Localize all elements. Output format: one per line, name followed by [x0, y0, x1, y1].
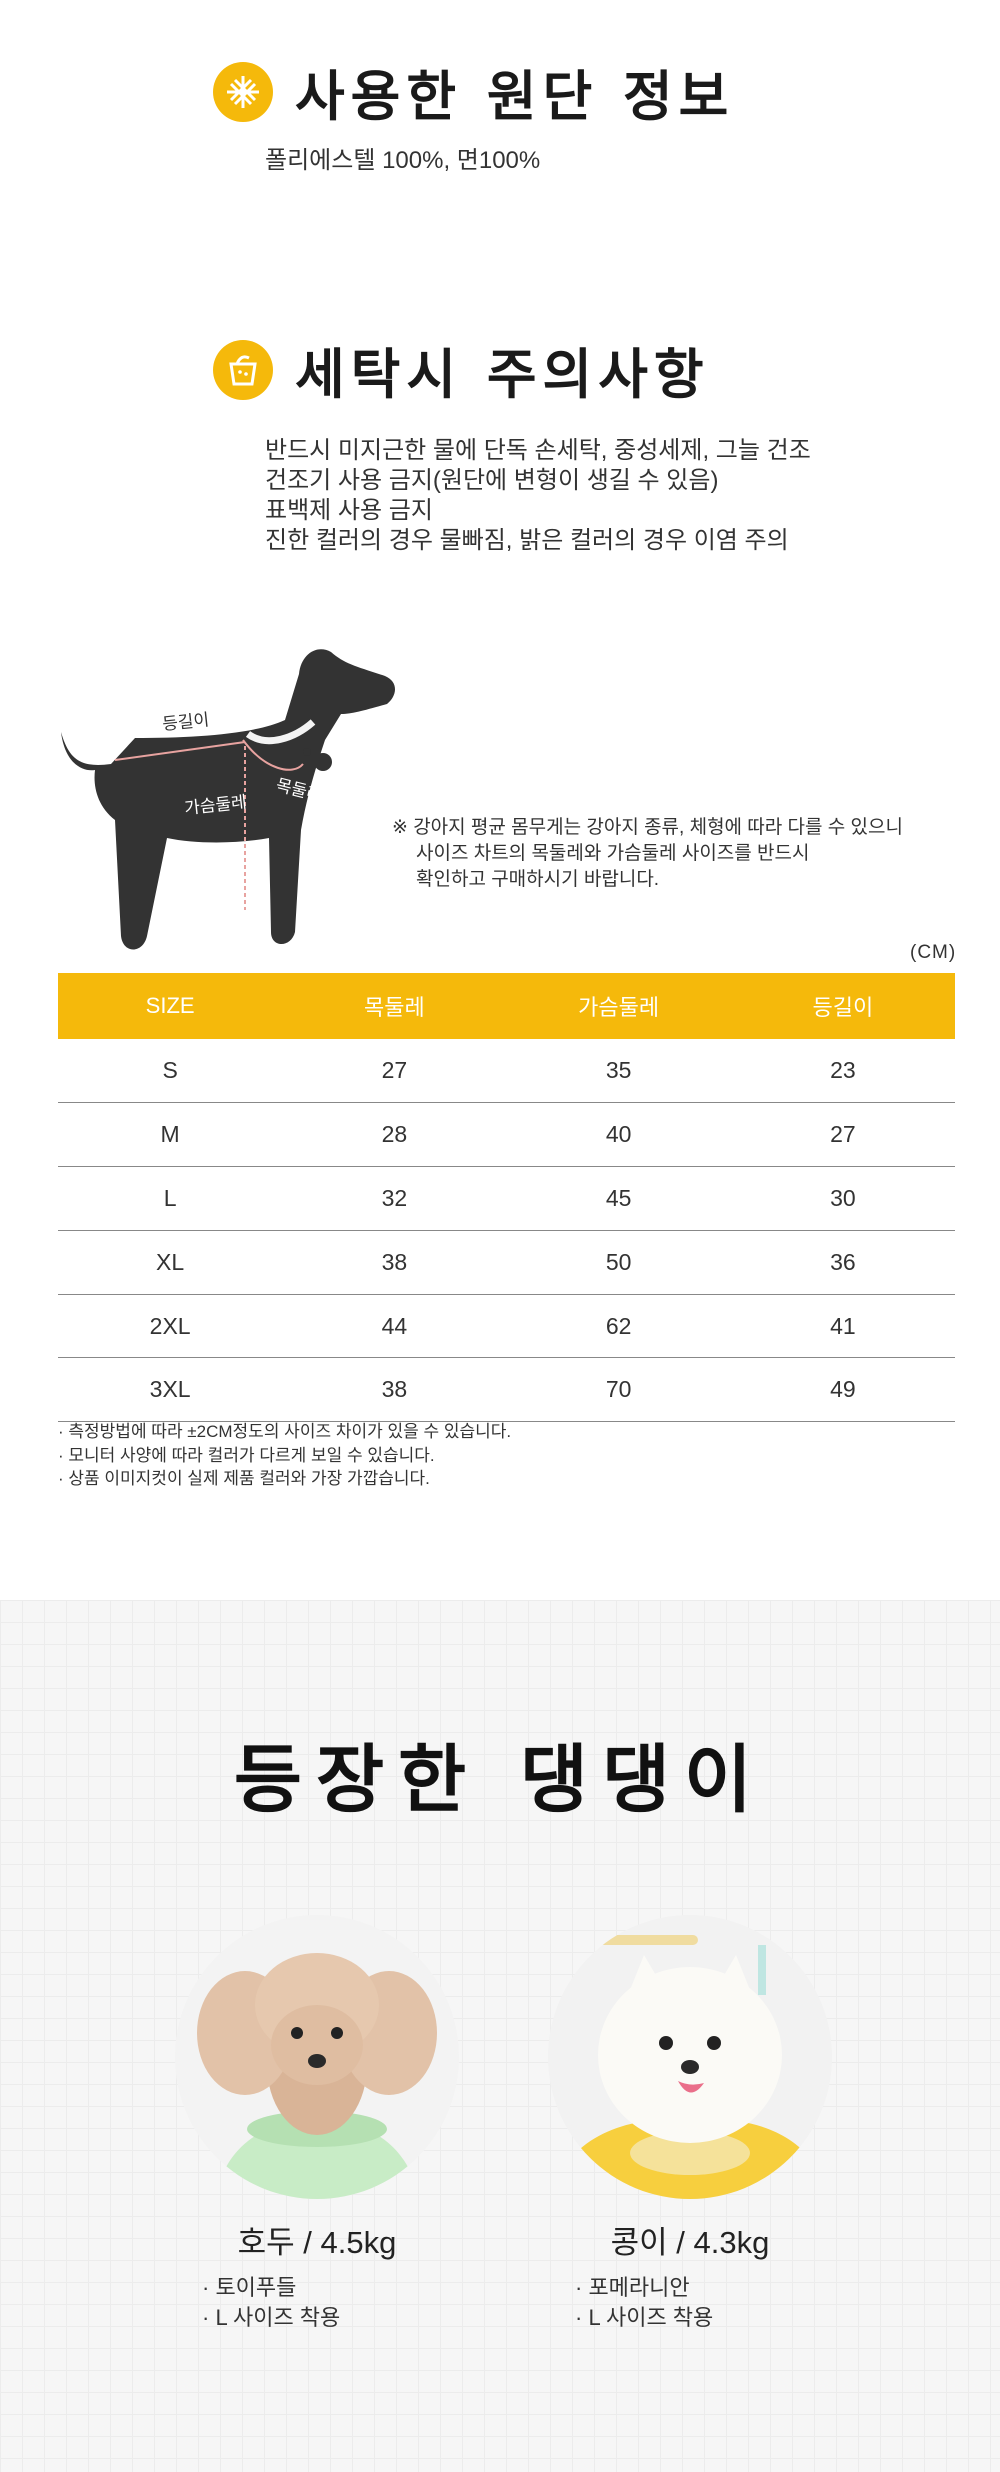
table-cell: 36 [730, 1230, 955, 1295]
table-row: M 28 40 27 [58, 1102, 955, 1168]
model-name: 콩이 / 4.3kg [610, 2225, 770, 2260]
table-cell: 28 [282, 1102, 507, 1168]
table-cell: XL [58, 1230, 283, 1295]
models-section: 등장한 댕댕이 호두 / 4.5kg · 토이푸들 · L 사이즈 착용 [0, 1600, 1000, 2472]
model-size-worn: · L 사이즈 착용 [575, 2305, 714, 2330]
size-note-line: · 모니터 사양에 따라 컬러가 다르게 보일 수 있습니다. [58, 1445, 435, 1465]
table-cell: 45 [506, 1166, 731, 1231]
table-cell: L [58, 1166, 283, 1231]
model-photo-poodle [175, 1915, 459, 2199]
table-row: L 32 45 30 [58, 1166, 955, 1231]
washing-instructions: 반드시 미지근한 물에 단독 손세탁, 중성세제, 그늘 건조 건조기 사용 금… [265, 436, 811, 556]
model-name: 호두 / 4.5kg [237, 2225, 397, 2260]
washing-line: 진한 컬러의 경우 물빠짐, 밝은 컬러의 경우 이염 주의 [265, 527, 789, 554]
model-card-hodu: 호두 / 4.5kg · 토이푸들 · L 사이즈 착용 [167, 1915, 467, 2330]
dog-weight-note: ※ 강아지 평균 몸무게는 강아지 종류, 체형에 따라 다를 수 있으니 사이… [392, 815, 903, 893]
dog-label-back-length: 등길이 [161, 710, 210, 734]
table-row: 2XL 44 62 41 [58, 1294, 955, 1359]
models-section-title: 등장한 댕댕이 [233, 1737, 767, 1823]
size-unit-label: (CM) [910, 942, 957, 963]
dog-measurement-diagram: 등길이 목둘레 가슴둘레 [61, 649, 395, 950]
dog-note-line: 확인하고 구매하시기 바랍니다. [416, 869, 660, 890]
table-row: 3XL 38 70 49 [58, 1357, 955, 1423]
size-chart-header: SIZE [58, 973, 283, 1039]
model-size-worn: · L 사이즈 착용 [202, 2305, 341, 2330]
table-cell: S [58, 1039, 283, 1104]
washing-section-header: 세탁시 주의사항 [213, 330, 710, 409]
table-cell: 30 [730, 1166, 955, 1231]
washing-line: 표백제 사용 금지 [265, 497, 433, 524]
washing-line: 건조기 사용 금지(원단에 변형이 생길 수 있음) [265, 467, 719, 494]
table-cell: 50 [506, 1230, 731, 1295]
table-cell: 35 [506, 1039, 731, 1104]
table-row: XL 38 50 36 [58, 1230, 955, 1295]
wash-basin-icon [213, 339, 273, 400]
model-card-kongi: 콩이 / 4.3kg · 포메라니안 · L 사이즈 착용 [540, 1915, 840, 2330]
table-cell: 49 [730, 1357, 955, 1423]
dog-note-line: ※ 강아지 평균 몸무게는 강아지 종류, 체형에 따라 다를 수 있으니 [392, 817, 903, 838]
model-info: · 포메라니안 · L 사이즈 착용 [575, 2273, 713, 2333]
model-breed: · 포메라니안 [575, 2275, 690, 2300]
fabric-composition-text: 폴리에스텔 100%, 면100% [265, 147, 541, 174]
size-chart-table: SIZE 목둘레 가슴둘레 등길이 S 27 35 23 M 28 40 27 … [58, 973, 955, 1423]
fabric-weave-icon [213, 61, 273, 122]
table-cell: 38 [282, 1230, 507, 1295]
table-row: S 27 35 23 [58, 1039, 955, 1104]
table-cell: 27 [730, 1102, 955, 1168]
table-cell: M [58, 1102, 283, 1168]
fabric-section-header: 사용한 원단 정보 [213, 52, 734, 131]
table-cell: 3XL [58, 1357, 283, 1423]
washing-section-title: 세탁시 주의사항 [295, 343, 710, 406]
table-cell: 2XL [58, 1294, 283, 1359]
size-note-line: · 상품 이미지컷이 실제 제품 컬러와 가장 가깝습니다. [58, 1469, 430, 1488]
table-cell: 23 [730, 1039, 955, 1104]
size-chart-header: 목둘레 [282, 973, 507, 1039]
size-chart-header-row: SIZE 목둘레 가슴둘레 등길이 [58, 973, 955, 1039]
size-chart-header: 등길이 [730, 973, 955, 1039]
fabric-section-title: 사용한 원단 정보 [295, 65, 735, 128]
model-info: · 토이푸들 · L 사이즈 착용 [202, 2273, 340, 2333]
table-cell: 38 [282, 1357, 507, 1423]
size-note-line: · 측정방법에 따라 ±2CM정도의 사이즈 차이가 있을 수 있습니다. [58, 1422, 512, 1441]
table-cell: 27 [282, 1039, 507, 1104]
size-chart-header: 가슴둘레 [506, 973, 731, 1039]
table-cell: 40 [506, 1102, 731, 1168]
table-cell: 44 [282, 1294, 507, 1359]
washing-line: 반드시 미지근한 물에 단독 손세탁, 중성세제, 그늘 건조 [265, 437, 811, 464]
size-notes: · 측정방법에 따라 ±2CM정도의 사이즈 차이가 있을 수 있습니다. · … [58, 1420, 511, 1491]
table-cell: 70 [506, 1357, 731, 1423]
table-cell: 32 [282, 1166, 507, 1231]
model-breed: · 토이푸들 [202, 2275, 297, 2300]
table-cell: 62 [506, 1294, 731, 1359]
dog-note-line: 사이즈 차트의 목둘레와 가슴둘레 사이즈를 반드시 [416, 843, 810, 864]
svg-text:등길이: 등길이 [161, 710, 210, 734]
table-cell: 41 [730, 1294, 955, 1359]
model-photo-pomeranian [548, 1915, 832, 2199]
